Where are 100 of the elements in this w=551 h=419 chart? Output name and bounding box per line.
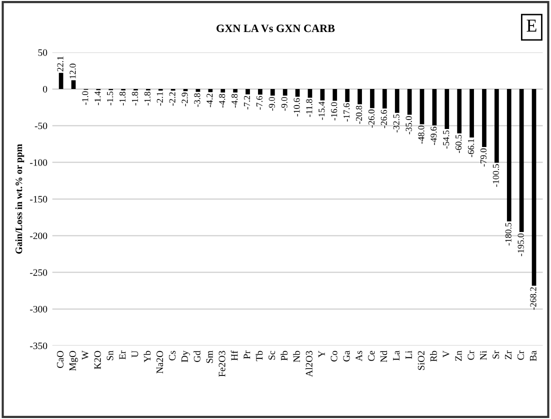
data-label: -20.8 <box>356 106 362 124</box>
x-tick-label: Sm <box>206 350 213 363</box>
x-tick-label: SiO2 <box>418 351 424 370</box>
data-label: -16.0 <box>331 102 338 120</box>
x-tick-label: Co <box>330 350 338 362</box>
x-tick-label: As <box>356 350 362 362</box>
data-label: -7.2 <box>244 96 250 110</box>
bar <box>532 89 536 286</box>
x-tick-label: Cr <box>517 350 524 360</box>
x-tick-label: Ga <box>343 350 350 362</box>
data-label: -195.0 <box>518 233 524 256</box>
bar <box>58 72 64 90</box>
y-tick-label: -50 <box>34 122 48 130</box>
x-tick-label: Ba <box>530 350 536 362</box>
x-tick-label: Li <box>405 350 412 359</box>
bar <box>332 89 338 101</box>
bar <box>233 89 238 93</box>
x-tick-label: CaO <box>56 350 64 368</box>
chart-title: GXN LA Vs GXN CARB <box>216 24 335 32</box>
data-label: -2.1 <box>156 92 163 106</box>
x-tick-label: MgO <box>69 350 78 371</box>
bar <box>196 89 200 92</box>
data-label: 12.0 <box>70 64 76 78</box>
bar <box>308 89 312 98</box>
x-tick-label: Al2O3 <box>306 350 312 377</box>
data-label: -1.5 <box>107 92 114 106</box>
data-label: -4.2 <box>206 94 213 108</box>
bar <box>320 89 325 100</box>
x-tick-label: V <box>442 350 450 358</box>
data-label: -9.0 <box>268 97 275 111</box>
data-label: -1.8 <box>132 92 138 106</box>
bar <box>71 80 76 90</box>
data-label: -66.1 <box>468 139 474 158</box>
bar <box>370 89 374 108</box>
x-tick-label: Dy <box>181 350 190 362</box>
x-tick-label: U <box>132 350 138 358</box>
data-label: -1.8 <box>144 92 150 106</box>
bar <box>506 89 512 222</box>
data-label: -60.5 <box>456 134 462 153</box>
bar <box>482 89 486 147</box>
bar <box>246 89 250 94</box>
data-label: -26.0 <box>368 110 375 128</box>
data-label: -3.8 <box>194 93 200 107</box>
y-tick-label: -100 <box>30 159 48 166</box>
x-tick-label: Gd <box>194 350 200 362</box>
data-label: -10.6 <box>294 98 300 116</box>
bar <box>394 89 400 113</box>
bar <box>382 89 387 109</box>
bar <box>358 89 362 104</box>
bar <box>432 89 437 126</box>
x-tick-label: Yb <box>144 350 151 362</box>
y-tick-label: -200 <box>30 232 48 240</box>
data-label: -1.8 <box>119 92 126 106</box>
y-axis-title: Gain/Loss in wt.% or ppm <box>15 144 24 254</box>
bar <box>494 89 499 163</box>
x-tick-label: Rb <box>430 350 437 362</box>
bar <box>258 89 262 95</box>
y-tick-label: -350 <box>30 342 48 350</box>
bar <box>208 89 213 92</box>
data-label: -180.5 <box>505 222 512 246</box>
y-tick-label: -300 <box>30 306 48 312</box>
x-tick-label: Zn <box>455 350 462 361</box>
data-label: -17.6 <box>344 103 350 122</box>
data-label: -100.5 <box>492 164 499 187</box>
data-label: 22.1 <box>57 56 64 72</box>
data-label: -26.6 <box>380 110 387 128</box>
data-label: -2.2 <box>169 92 176 106</box>
x-tick-label: Zr <box>505 350 512 360</box>
x-tick-label: Sn <box>106 350 114 360</box>
y-tick-label: -250 <box>30 269 48 276</box>
y-tick-label: 50 <box>38 49 48 56</box>
x-tick-label: Na2O <box>156 350 164 374</box>
x-tick-label: La <box>393 350 400 361</box>
data-label: -35.0 <box>406 116 412 134</box>
x-tick-label: W <box>82 350 88 360</box>
data-label: -49.6 <box>430 126 437 145</box>
x-tick-label: Ni <box>480 350 487 360</box>
x-tick-label: Cs <box>168 350 176 360</box>
data-label: -1.4 <box>94 91 101 106</box>
x-tick-label: Sc <box>268 350 276 360</box>
data-label: -9.0 <box>281 97 288 111</box>
bar <box>270 89 275 96</box>
bar <box>220 89 226 93</box>
x-tick-label: Fe2O3 <box>218 350 226 377</box>
bar <box>457 89 462 134</box>
x-tick-label: Nb <box>293 350 300 362</box>
x-tick-label: K2O <box>94 350 101 370</box>
bar <box>345 89 350 102</box>
data-label: -54.5 <box>443 130 450 149</box>
x-tick-label: Tb <box>256 350 263 362</box>
bar <box>519 89 524 232</box>
data-label: -268.2 <box>530 287 536 310</box>
x-tick-label: Cr <box>468 350 474 360</box>
bar <box>470 89 474 138</box>
data-label: -4.8 <box>231 94 238 108</box>
x-tick-label: Sr <box>492 350 500 359</box>
x-tick-label: Nd <box>380 350 388 362</box>
data-label: -11.8 <box>306 99 312 117</box>
bar <box>295 89 300 97</box>
data-label: -4.8 <box>219 94 226 108</box>
